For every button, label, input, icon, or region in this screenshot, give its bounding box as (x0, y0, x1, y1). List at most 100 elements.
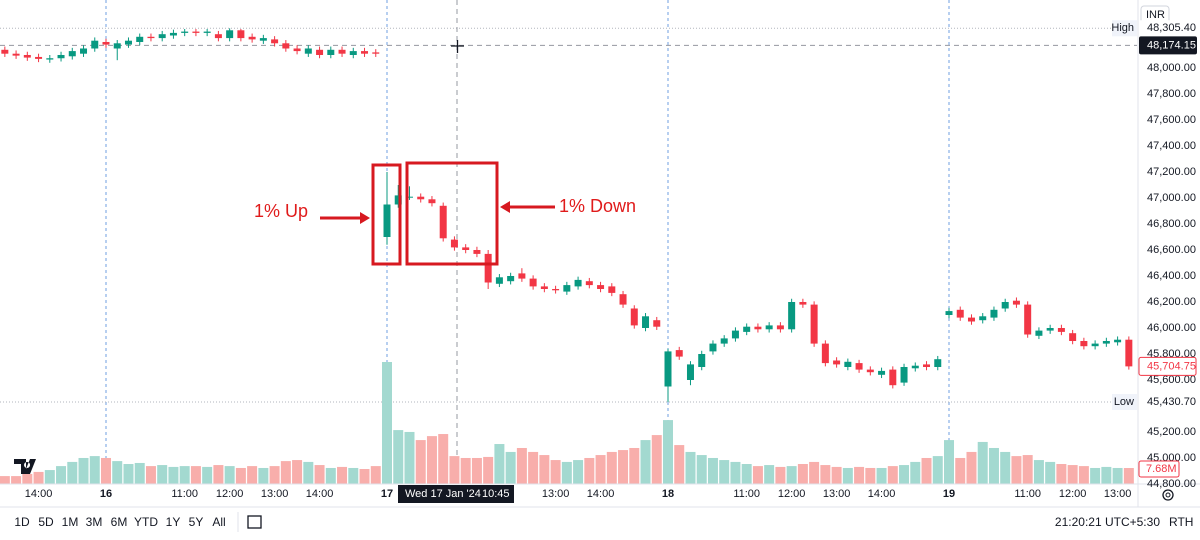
settings-icon[interactable] (1162, 489, 1174, 501)
volume-bar (730, 461, 741, 484)
x-tick-label: 16 (100, 488, 112, 500)
currency[interactable]: INR (1146, 9, 1165, 21)
candle-body (68, 51, 76, 57)
volume-bar (1056, 464, 1067, 484)
candle-body (765, 325, 773, 330)
y-tick-label: 44,800.00 (1147, 478, 1196, 490)
candle-body (192, 31, 200, 33)
x-tick-label: 13:00 (1104, 488, 1132, 500)
volume-bar (415, 440, 426, 484)
volume-bar (944, 440, 954, 484)
candle-body (1069, 333, 1077, 341)
range-button[interactable]: 1Y (166, 515, 181, 529)
candle-body (799, 301, 807, 305)
volume-bar (842, 467, 853, 484)
volume-bar (438, 434, 449, 484)
candle-body (653, 320, 661, 327)
volume-bar (629, 447, 640, 484)
candle-body (1114, 339, 1122, 343)
x-tick-label: 11:00 (733, 488, 760, 500)
annotation-box (371, 163, 402, 266)
candle-body (552, 288, 560, 291)
candle-body (540, 286, 548, 289)
volume-bar (1067, 465, 1078, 484)
volume-bar (651, 435, 662, 484)
volume-bar (528, 451, 539, 484)
candle-body (642, 316, 650, 328)
candle-body (1057, 327, 1065, 332)
volume-bar (988, 447, 999, 484)
candle-body (518, 273, 526, 279)
range-button[interactable]: YTD (134, 515, 158, 529)
volume-bar (0, 476, 10, 484)
candle-body (394, 195, 402, 205)
volume-bar (67, 461, 78, 484)
candle-body (484, 253, 492, 283)
candle-body (428, 199, 436, 204)
calendar-icon[interactable] (247, 515, 262, 529)
crosshair-price: 48,174.15 (1147, 39, 1196, 51)
volume-bar (145, 466, 156, 484)
x-tick-label: 17 (381, 488, 393, 500)
volume-bar (370, 466, 381, 484)
candle-layer (1, 28, 1133, 403)
volume-bar (1090, 467, 1101, 484)
y-tick-label: 47,400.00 (1147, 140, 1196, 152)
x-tick-label: 12:00 (216, 488, 244, 500)
candle-body (57, 54, 65, 59)
volume-bar (696, 455, 707, 484)
annotation-box (405, 161, 499, 266)
session[interactable]: RTH (1169, 515, 1193, 529)
range-button[interactable]: 1M (62, 515, 79, 529)
candle-body (23, 54, 31, 58)
volume-bar (595, 455, 606, 484)
marker-name-box (1112, 394, 1137, 411)
volume-bar (640, 440, 651, 484)
marker-value-box (1139, 20, 1197, 37)
x-tick-label: 14:00 (587, 488, 615, 500)
volume-bar (573, 460, 584, 484)
volume-bar (1000, 451, 1011, 484)
range-button[interactable]: 5D (38, 515, 54, 529)
volume-bar (752, 466, 763, 484)
range-button[interactable]: All (212, 515, 225, 529)
candle-body (945, 311, 953, 315)
candle-body (450, 239, 458, 248)
candle-body (158, 34, 166, 39)
settings-icon-center[interactable] (1165, 492, 1171, 498)
volume-label-box (1138, 460, 1180, 478)
range-button[interactable]: 1D (14, 515, 30, 529)
candle-body (709, 343, 717, 352)
range-button[interactable]: 5Y (189, 515, 204, 529)
volume-bar (561, 461, 572, 484)
candle-body (776, 325, 784, 330)
marker-name: High (1111, 22, 1134, 34)
volume-bar (786, 466, 797, 484)
candle-body (102, 41, 110, 45)
volume-bar (685, 451, 696, 484)
candle-body (181, 31, 189, 33)
volume-bar (213, 465, 224, 484)
x-tick-label: 11:00 (1014, 488, 1041, 500)
volume-bar (764, 465, 775, 484)
range-button[interactable]: 3M (86, 515, 103, 529)
volume-bar (382, 362, 392, 484)
volume-bar (337, 466, 348, 484)
range-button[interactable]: 6M (111, 515, 128, 529)
annotation-arrow-head (500, 201, 510, 213)
volume-bar (235, 467, 246, 484)
marker-value: 48,305.40 (1147, 22, 1196, 34)
y-tick-label: 47,200.00 (1147, 166, 1196, 178)
candle-body (1080, 340, 1088, 347)
candle-body (248, 36, 256, 40)
candle-body (361, 51, 369, 54)
volume-bar (157, 465, 168, 484)
candle-body (203, 31, 211, 33)
volume-bar (460, 457, 471, 484)
x-tick-label: 18 (662, 488, 674, 500)
volume-bar (314, 465, 325, 484)
candle-body (1012, 300, 1020, 305)
candle-body (743, 326, 751, 332)
volume-bar (11, 476, 22, 484)
y-tick-label: 46,000.00 (1147, 322, 1196, 334)
